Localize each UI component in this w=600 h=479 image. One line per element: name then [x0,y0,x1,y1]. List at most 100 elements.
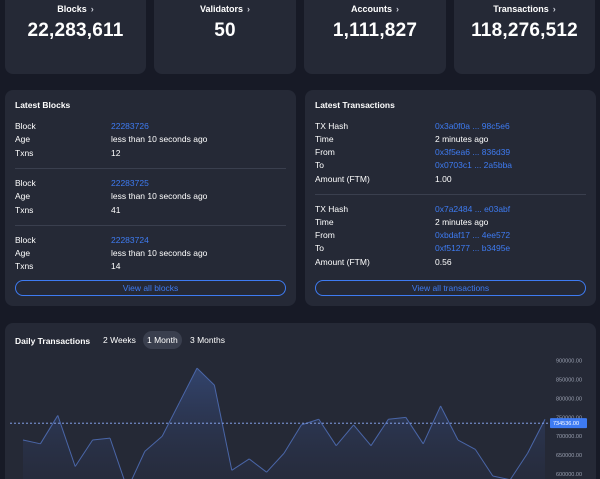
to-address-link[interactable]: 0x0703c1 ... 2a5bba [435,160,513,170]
from-label: From [315,147,335,157]
view-all-transactions-button[interactable]: View all transactions [315,280,586,296]
block-number-link[interactable]: 22283726 [111,121,149,131]
series-line-segment [510,452,529,479]
stat-label: Accounts [350,4,392,14]
stat-card-validators[interactable]: Validators › 50 [154,0,296,74]
stat-label: Transactions [493,4,549,14]
stat-value: 22,283,611 [27,20,124,41]
amount-value: 1.00 [435,174,452,184]
stat-label: Validators [199,4,244,14]
series-line-segment [283,424,302,454]
stat-card-accounts[interactable]: Accounts › 1,111,827 [304,0,446,74]
age-label: Age [15,191,31,201]
view-all-blocks-button[interactable]: View all blocks [15,280,286,296]
chart-title: Daily Transactions [15,336,91,346]
y-tick-label: 650000.00 [556,453,582,459]
to-label: To [315,243,324,253]
block-number-link[interactable]: 22283724 [111,235,149,245]
time-label: Time [315,217,334,227]
stat-value: 118,276,512 [471,20,578,41]
series-line-segment [457,439,476,450]
to-address-link[interactable]: 0xf51277 ... b3495e [435,243,511,253]
age-label: Age [15,248,31,258]
txns-value: 12 [111,148,121,158]
series-line-segment [161,401,181,437]
from-address-link[interactable]: 0xbdaf17 ... 4ee572 [435,230,511,240]
series-line-segment [266,452,285,473]
amount-label: Amount (FTM) [315,257,370,267]
series-line-segment [179,367,198,403]
series-line-segment [196,367,215,386]
chevron-right-icon: › [247,4,251,14]
series-line-segment [231,458,250,471]
amount-value: 0.56 [435,257,452,267]
series-line-segment [318,418,337,446]
latest-blocks-panel: Latest Blocks Block 22283726 Age less th… [5,90,296,306]
latest-blocks-title: Latest Blocks [15,100,71,110]
series-line-segment [474,449,494,477]
series-line-segment [440,405,459,441]
tx-hash-label: TX Hash [315,121,349,131]
series-line-segment [527,418,546,454]
series-line-segment [109,437,125,479]
divider [15,225,286,226]
txns-value: 14 [111,261,121,271]
txns-label: Txns [15,148,34,158]
series-line-segment [57,415,76,467]
time-value: 2 minutes ago [435,134,489,144]
tab-2-weeks[interactable]: 2 Weeks [103,335,136,345]
tx-hash-link[interactable]: 0x3a0f0a ... 98c5e6 [435,121,510,131]
divider [315,194,586,195]
time-label: Time [315,134,334,144]
series-line-segment [213,385,233,471]
series-line-segment [335,424,354,447]
amount-label: Amount (FTM) [315,174,370,184]
series-line-segment [492,475,510,479]
series-line-segment [248,458,267,473]
txns-value: 41 [111,205,121,215]
from-label: From [315,230,335,240]
latest-transactions-panel: Latest Transactions TX Hash 0x3a0f0a ...… [305,90,596,306]
y-tick-label: 700000.00 [556,434,582,440]
age-value: less than 10 seconds ago [111,191,208,201]
y-tick-label: 800000.00 [556,396,582,402]
current-value-badge [550,418,587,429]
stat-label: Blocks [57,4,87,14]
stat-value: 50 [214,20,236,41]
series-line-segment [301,418,319,426]
to-label: To [315,160,324,170]
tab-1-month[interactable]: 1 Month [143,331,182,349]
series-line-segment [92,437,111,441]
stat-card-transactions[interactable]: Transactions › 118,276,512 [454,0,595,74]
tx-hash-link[interactable]: 0x7a2484 ... e03abf [435,204,511,214]
block-label: Block [15,235,36,245]
series-line-segment [422,405,442,445]
age-value: less than 10 seconds ago [111,134,208,144]
y-tick-label: 850000.00 [556,377,582,383]
latest-transactions-title: Latest Transactions [315,100,395,110]
from-address-link[interactable]: 0x3f5ea6 ... 836d39 [435,147,511,157]
series-line-segment [405,417,424,445]
chevron-right-icon: › [552,4,556,14]
series-line-segment [39,415,59,445]
series-line-segment [353,424,372,447]
txns-label: Txns [15,261,34,271]
y-tick-label: 900000.00 [556,359,582,365]
stat-value: 1,111,827 [332,20,418,41]
series-line-segment [22,439,41,445]
series-line-segment [74,439,94,467]
block-number-link[interactable]: 22283725 [111,178,149,188]
area-fill [23,368,545,479]
series-line-segment [388,416,406,420]
time-value: 2 minutes ago [435,217,489,227]
y-tick-label: 600000.00 [556,472,582,478]
tab-3-months[interactable]: 3 Months [190,335,225,345]
age-value: less than 10 seconds ago [111,248,208,258]
current-value-label: 734536.00 [553,421,579,427]
tx-hash-label: TX Hash [315,204,349,214]
stat-card-blocks[interactable]: Blocks › 22,283,611 [5,0,146,74]
chevron-right-icon: › [90,4,94,14]
series-line-segment [144,435,163,452]
txns-label: Txns [15,205,34,215]
age-label: Age [15,134,31,144]
